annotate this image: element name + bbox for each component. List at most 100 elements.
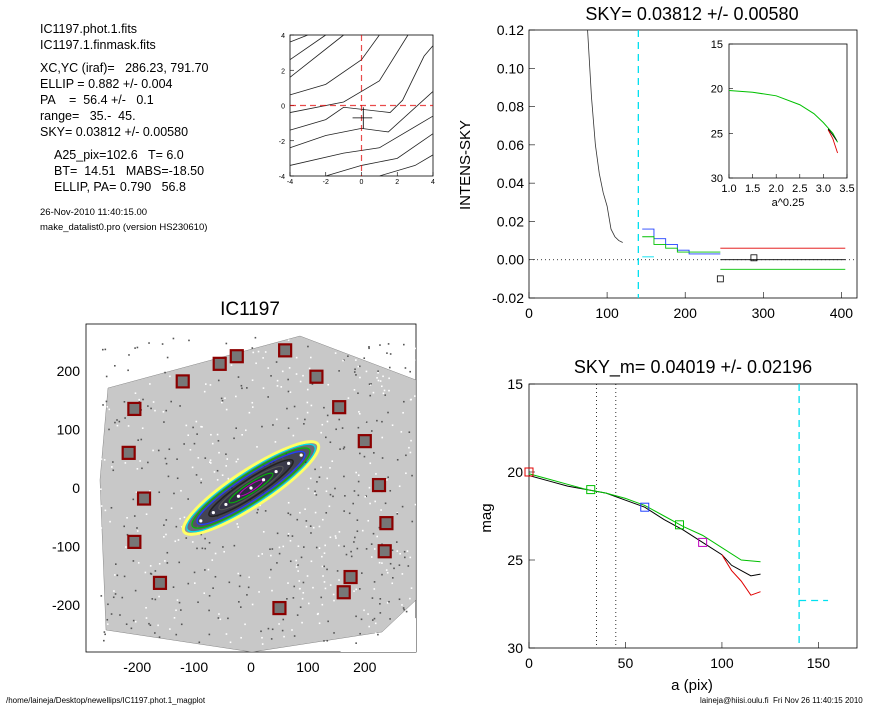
- noise-speck: [363, 357, 366, 359]
- noise-speck: [315, 546, 318, 549]
- noise-speck: [378, 561, 381, 564]
- noise-speck: [305, 520, 308, 522]
- noise-speck: [271, 628, 274, 631]
- noise-speck: [145, 513, 148, 516]
- noise-speck: [353, 490, 356, 492]
- noise-speck: [248, 576, 250, 579]
- noise-speck: [357, 351, 360, 354]
- info-timestamp: 26-Nov-2010 11:40:15.00: [40, 207, 148, 218]
- inset-red-tail: [827, 129, 838, 154]
- galaxy-ytick-label: 0: [72, 480, 80, 496]
- masked-star-box: [229, 349, 244, 364]
- noise-speck: [152, 401, 155, 403]
- noise-speck: [381, 420, 383, 423]
- sky-profile-title: SKY= 0.03812 +/- 0.00580: [585, 4, 798, 24]
- noise-speck: [402, 411, 404, 414]
- noise-speck: [200, 481, 202, 484]
- noise-speck: [372, 391, 375, 394]
- noise-speck: [278, 546, 281, 549]
- sky-profile-marks: [528, 29, 857, 299]
- noise-speck: [261, 425, 263, 428]
- noise-speck: [275, 361, 278, 363]
- noise-speck: [131, 349, 134, 352]
- galaxy-ytick-label: -200: [52, 597, 80, 613]
- noise-speck: [183, 443, 185, 445]
- noise-speck: [165, 462, 168, 465]
- noise-speck: [107, 603, 109, 606]
- noise-speck: [106, 406, 109, 408]
- noise-speck: [203, 592, 206, 594]
- noise-speck: [176, 477, 179, 480]
- noise-speck: [355, 374, 357, 376]
- noise-speck: [204, 457, 207, 459]
- contour-tick-labels: -4 4 -2 2 0 0 2 -2 4 -4: [279, 33, 435, 186]
- masked-star-box: [377, 544, 392, 559]
- noise-speck: [241, 387, 243, 390]
- noise-speck: [367, 613, 369, 615]
- noise-speck: [411, 520, 414, 523]
- noise-speck: [163, 346, 166, 348]
- noise-speck: [320, 596, 323, 599]
- ellipse-center-point: [299, 453, 303, 457]
- noise-speck: [123, 525, 126, 528]
- info-ellip: ELLIP = 0.882 +/- 0.004: [40, 77, 173, 91]
- masked-star-box: [152, 575, 168, 590]
- sky-xtick-label: 400: [830, 305, 854, 321]
- galaxy-image-panel: IC1197 -200 -100 0 100 200 200 100 0 -100 -200: [52, 299, 417, 675]
- noise-speck: [158, 491, 161, 494]
- noise-speck: [221, 399, 224, 402]
- noise-speck: [356, 519, 359, 521]
- noise-speck: [276, 418, 278, 421]
- noise-speck: [292, 434, 295, 437]
- inset-ytick-label: 25: [711, 128, 723, 140]
- contour-ytick-label: 0: [281, 104, 285, 111]
- noise-speck: [136, 530, 139, 532]
- noise-speck: [256, 511, 258, 514]
- noise-speck: [272, 461, 275, 463]
- noise-speck: [227, 477, 230, 480]
- noise-speck: [127, 425, 130, 427]
- noise-speck: [193, 442, 196, 445]
- noise-speck: [370, 355, 373, 358]
- sky-ytick-label: 0.04: [497, 175, 524, 191]
- noise-speck: [398, 636, 401, 639]
- noise-speck: [341, 427, 344, 429]
- noise-speck: [209, 459, 212, 462]
- noise-speck: [140, 438, 143, 441]
- mag-series-line: [528, 475, 761, 577]
- ellipse-center-point: [249, 486, 253, 490]
- galaxy-xtick-label: 100: [296, 659, 320, 675]
- noise-speck: [187, 434, 190, 437]
- noise-speck: [391, 336, 393, 339]
- noise-speck: [361, 529, 364, 532]
- noise-speck: [104, 633, 106, 636]
- noise-speck: [326, 568, 328, 571]
- noise-speck: [211, 442, 214, 445]
- noise-speck: [391, 582, 394, 585]
- noise-speck: [227, 617, 229, 620]
- noise-speck: [386, 352, 388, 354]
- noise-speck: [312, 586, 314, 589]
- noise-speck: [376, 419, 378, 422]
- noise-speck: [343, 475, 345, 478]
- noise-speck: [320, 431, 322, 434]
- noise-speck: [316, 613, 319, 616]
- contour-line: [289, 34, 309, 43]
- noise-speck: [230, 364, 233, 366]
- noise-speck: [164, 560, 166, 562]
- noise-speck: [207, 568, 210, 571]
- noise-speck: [370, 430, 373, 432]
- noise-speck: [103, 631, 106, 633]
- noise-speck: [407, 565, 410, 567]
- noise-speck: [134, 589, 137, 592]
- noise-speck: [180, 623, 183, 626]
- noise-speck: [136, 346, 139, 349]
- noise-speck: [299, 606, 302, 608]
- noise-speck: [101, 348, 104, 351]
- galaxy-xtick-label: -100: [180, 659, 208, 675]
- noise-speck: [324, 587, 327, 590]
- noise-speck: [320, 466, 322, 469]
- noise-speck: [310, 532, 312, 534]
- mag-xtick-label: 100: [710, 655, 734, 671]
